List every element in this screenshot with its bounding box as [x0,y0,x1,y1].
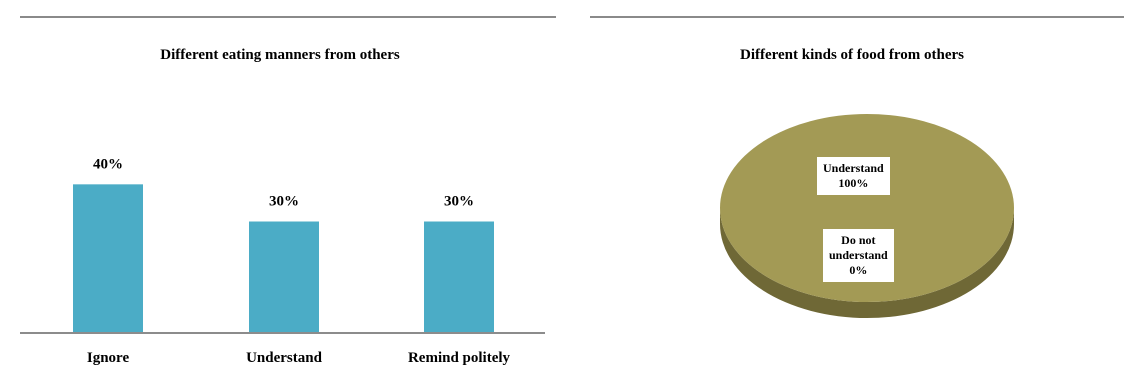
bar [73,184,143,333]
pie-label-line: Do not [841,233,876,247]
pie-slice-label-do-not-understand: Do not understand 0% [823,229,894,282]
x-tick-label: Ignore [87,350,130,366]
bar-chart-svg: 40% Ignore 30% Understand 30% Remind politely [20,156,545,366]
chart-title: Different eating manners from others [160,47,400,63]
pie-label-line: 0% [849,263,868,277]
bar [249,221,319,333]
x-tick-label: Understand [246,350,323,366]
bar-data-label: 30% [444,194,474,210]
pie-slice-understand [720,114,1014,302]
x-tick-label: Remind politely [408,350,511,366]
pie-label-line: understand [829,248,888,262]
chart-title: Different kinds of food from others [739,47,964,63]
bar-data-label: 40% [93,156,123,172]
top-rule [20,16,556,18]
bar-chart-panel: Different eating manners from others 40%… [0,0,560,379]
pie-label-line: Understand [823,161,884,175]
bar-data-label: 30% [269,194,299,210]
pie-label-line: 100% [838,176,869,190]
bar [424,221,494,333]
pie-slice-label-understand: Understand 100% [817,157,890,195]
pie-chart-svg [720,114,1014,318]
top-rule [590,16,1124,18]
pie-chart-panel: Different kinds of food from others Unde… [580,0,1124,379]
pie-side [720,208,1014,318]
